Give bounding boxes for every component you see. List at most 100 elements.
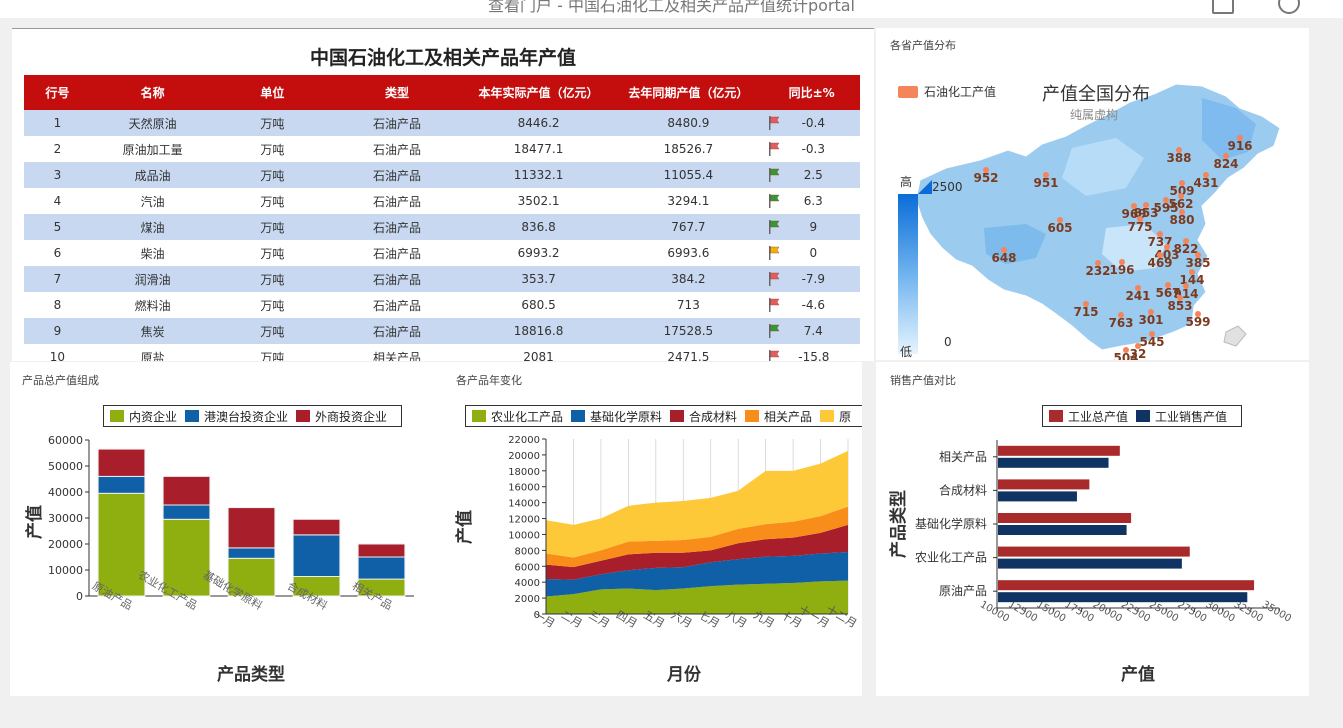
province-point[interactable] — [1123, 347, 1129, 353]
province-point[interactable] — [1043, 172, 1049, 178]
table-row[interactable]: 4 汽油 万吨 石油产品 3502.1 3294.1 6.3 — [24, 188, 860, 214]
bar-segment[interactable] — [357, 556, 406, 580]
monthly-chart-legend[interactable]: 农业化工产品 基础化学原料 合成材料 相关产品 原 — [465, 405, 862, 427]
table-header-cell[interactable]: 类型 — [330, 75, 464, 110]
bar[interactable] — [998, 592, 1248, 603]
province-point[interactable] — [1164, 244, 1170, 250]
bar-segment[interactable] — [227, 547, 276, 559]
table-row[interactable]: 3 成品油 万吨 石油产品 11332.1 11055.4 2.5 — [24, 162, 860, 188]
bar[interactable] — [998, 491, 1077, 502]
table-header-cell[interactable]: 行号 — [24, 75, 91, 110]
bar-segment[interactable] — [357, 543, 406, 558]
table-header-cell[interactable]: 同比±% — [763, 75, 860, 110]
province-point[interactable] — [1189, 269, 1195, 275]
bar-segment[interactable] — [292, 534, 341, 577]
bar[interactable] — [998, 479, 1090, 490]
table-row[interactable]: 8 燃料油 万吨 石油产品 680.5 713 -4.6 — [24, 292, 860, 318]
province-point[interactable] — [1177, 295, 1183, 301]
bar[interactable] — [998, 513, 1132, 523]
bar-segment[interactable] — [162, 475, 211, 506]
table-row[interactable]: 9 焦炭 万吨 石油产品 18816.8 17528.5 7.4 — [24, 318, 860, 344]
province-point[interactable] — [1183, 238, 1189, 244]
x-tick-label: 12500 — [1006, 599, 1039, 624]
legend-item[interactable]: 基础化学原料 — [571, 408, 662, 425]
province-point[interactable] — [1095, 260, 1101, 266]
table-row[interactable]: 6 柴油 万吨 石油产品 6993.2 6993.6 0 — [24, 240, 860, 266]
y-tick-label: 原油产品 — [939, 584, 987, 598]
bar[interactable] — [998, 525, 1127, 535]
province-point[interactable] — [1195, 311, 1201, 317]
province-point[interactable] — [1179, 209, 1185, 215]
province-point[interactable] — [1057, 217, 1063, 223]
area-series[interactable] — [546, 580, 848, 614]
bar-segment[interactable] — [227, 557, 276, 597]
bar-segment[interactable] — [227, 507, 276, 549]
province-point[interactable] — [1137, 216, 1143, 222]
province-point[interactable] — [1135, 343, 1141, 349]
area-series[interactable] — [546, 551, 848, 597]
sales-chart-legend[interactable]: 工业总产值 工业销售产值 — [1042, 405, 1243, 427]
bar-segment[interactable] — [292, 518, 341, 536]
province-point[interactable] — [1083, 301, 1089, 307]
table-header-cell[interactable]: 名称 — [90, 75, 215, 110]
visual-map-scale[interactable] — [898, 194, 918, 354]
x-tick-label: 25000 — [1147, 599, 1180, 624]
province-point[interactable] — [1178, 193, 1184, 199]
province-point[interactable] — [1157, 231, 1163, 237]
legend-item[interactable]: 内资企业 — [110, 408, 177, 425]
legend-item[interactable]: 外商投资企业 — [296, 408, 387, 425]
export-icon[interactable] — [1212, 0, 1234, 14]
area-series[interactable] — [546, 506, 848, 568]
province-point[interactable] — [1143, 202, 1149, 208]
table-header-cell[interactable]: 本年实际产值（亿元） — [463, 75, 614, 110]
province-point[interactable] — [1135, 285, 1141, 291]
table-header-cell[interactable]: 单位 — [214, 75, 331, 110]
province-point[interactable] — [1203, 172, 1209, 178]
legend-item[interactable]: 工业总产值 — [1049, 408, 1128, 425]
bar[interactable] — [998, 457, 1109, 468]
area-series[interactable] — [546, 450, 848, 558]
province-point[interactable] — [1149, 331, 1155, 337]
province-point[interactable] — [983, 167, 989, 173]
bar[interactable] — [998, 445, 1120, 456]
legend-item[interactable]: 工业销售产值 — [1136, 408, 1227, 425]
province-point[interactable] — [1195, 252, 1201, 258]
province-point[interactable] — [1148, 309, 1154, 315]
province-point[interactable] — [1163, 197, 1169, 203]
bar-segment[interactable] — [97, 448, 146, 477]
province-point[interactable] — [1176, 147, 1182, 153]
bar-segment[interactable] — [162, 518, 211, 597]
bar-segment[interactable] — [162, 504, 211, 520]
bar-segment[interactable] — [97, 475, 146, 494]
province-point[interactable] — [1223, 153, 1229, 159]
bar[interactable] — [998, 546, 1190, 557]
legend-item[interactable]: 合成材料 — [670, 408, 737, 425]
province-point[interactable] — [1183, 283, 1189, 289]
table-cell-no: 6 — [24, 240, 91, 266]
province-point[interactable] — [1119, 259, 1125, 265]
legend-item[interactable]: 相关产品 — [745, 408, 812, 425]
province-point[interactable] — [1165, 282, 1171, 288]
table-row[interactable]: 5 煤油 万吨 石油产品 836.8 767.7 9 — [24, 214, 860, 240]
province-point[interactable] — [1001, 247, 1007, 253]
legend-item[interactable]: 原 — [820, 408, 851, 425]
bar[interactable] — [998, 558, 1182, 569]
province-point[interactable] — [1179, 180, 1185, 186]
map-legend[interactable]: 石油化工产值 — [898, 83, 996, 100]
province-point[interactable] — [1118, 312, 1124, 318]
province-point[interactable] — [1237, 135, 1243, 141]
composition-chart-legend[interactable]: 内资企业 港澳台投资企业 外商投资企业 — [103, 405, 403, 427]
table-row[interactable]: 2 原油加工量 万吨 石油产品 18477.1 18526.7 -0.3 — [24, 136, 860, 162]
bar[interactable] — [998, 580, 1255, 591]
legend-item[interactable]: 农业化工产品 — [472, 408, 563, 425]
settings-icon[interactable] — [1278, 0, 1300, 14]
province-point[interactable] — [1131, 203, 1137, 209]
table-row[interactable]: 1 天然原油 万吨 石油产品 8446.2 8480.9 -0.4 — [24, 110, 860, 136]
table-row[interactable]: 10 原盐 万吨 相关产品 2081 2471.5 -15.8 — [24, 344, 860, 361]
table-row[interactable]: 7 润滑油 万吨 石油产品 353.7 384.2 -7.9 — [24, 266, 860, 292]
area-series[interactable] — [546, 524, 848, 580]
table-header-cell[interactable]: 去年同期产值（亿元） — [613, 75, 764, 110]
province-point[interactable] — [1157, 252, 1163, 258]
legend-item[interactable]: 港澳台投资企业 — [185, 408, 288, 425]
